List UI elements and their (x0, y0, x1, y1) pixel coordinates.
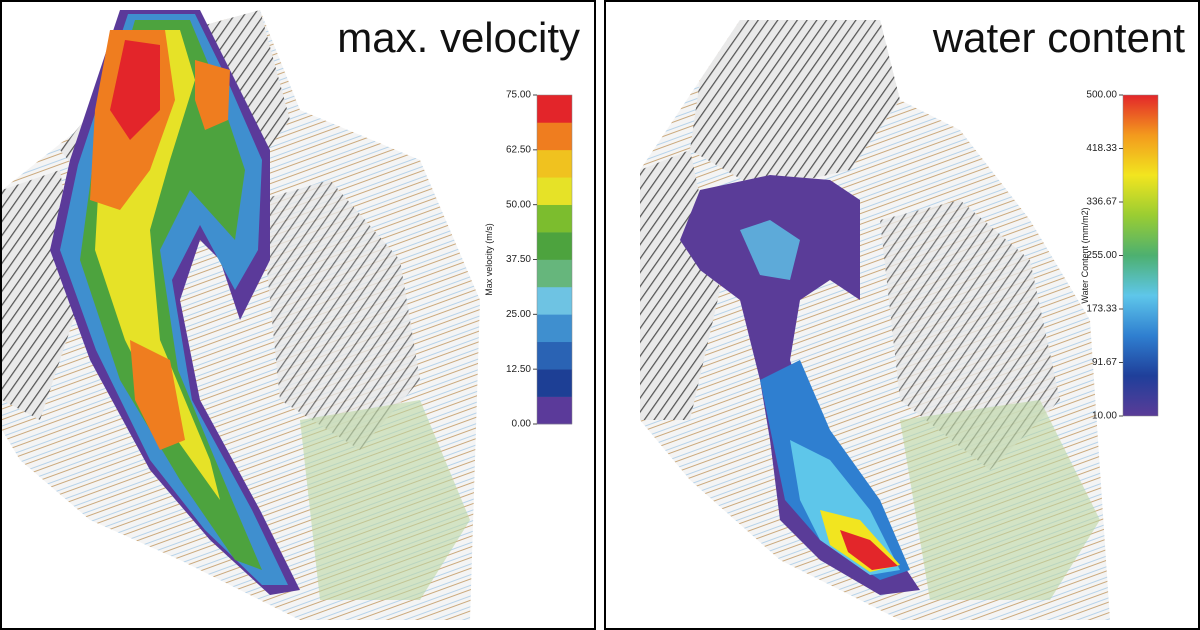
colorbar-tick-label: 37.50 (506, 254, 531, 265)
panel-frame (0, 0, 596, 630)
panel-title: max. velocity (337, 14, 580, 61)
colorbar-label: Water Content (mm/m2) (1080, 207, 1090, 303)
colorbar-tick-label: 50.00 (506, 199, 531, 210)
colorbar-band (537, 149, 572, 178)
colorbar-tick-label: 500.00 (1086, 90, 1117, 101)
colorbar-band (537, 259, 572, 288)
panel-title: water content (932, 14, 1185, 61)
colorbar-tick-label: 10.00 (1092, 411, 1117, 422)
colorbar-tick-label: 75.00 (506, 90, 531, 101)
colorbar-tick-label: 25.00 (506, 309, 531, 320)
colorbar-label: Max velocity (m/s) (484, 223, 494, 296)
map-left (2, 10, 480, 620)
colorbar-tick-label: 418.33 (1086, 143, 1117, 154)
colorbar-band (537, 314, 572, 343)
colorbar-tick-label: 255.00 (1086, 250, 1117, 261)
colorbar-band (537, 122, 572, 151)
colorbar-tick-label: 0.00 (512, 419, 532, 430)
colorbar-band (537, 369, 572, 397)
colorbar-band (537, 204, 572, 233)
colorbar-band (537, 95, 572, 123)
colorbar-tick-label: 173.33 (1086, 304, 1117, 315)
colorbar-band (537, 341, 572, 370)
colorbar-tick-label: 336.67 (1086, 197, 1117, 208)
colorbar-band (537, 396, 572, 425)
colorbar-tick-label: 12.50 (506, 364, 531, 375)
map-right (640, 20, 1110, 620)
colorbar (1123, 95, 1158, 416)
colorbar-band (537, 286, 572, 315)
colorbar-band (537, 177, 572, 205)
colorbar-band (537, 232, 572, 260)
panel-frame (604, 0, 1200, 630)
colorbar-tick-label: 91.67 (1092, 357, 1117, 368)
colorbar-tick-label: 62.50 (506, 144, 531, 155)
